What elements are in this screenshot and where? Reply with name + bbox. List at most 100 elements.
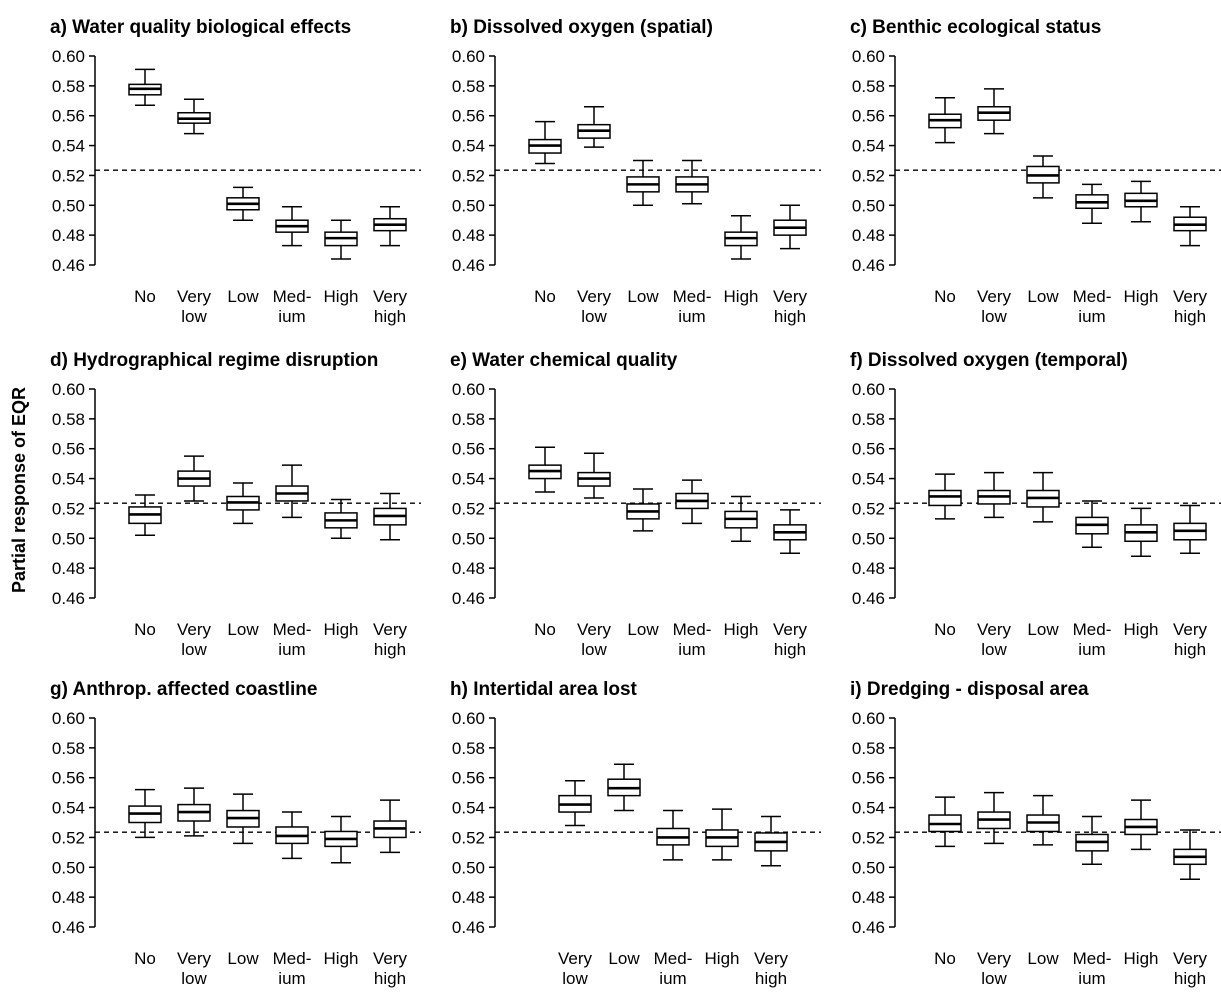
y-tick-label: 0.48 (52, 226, 85, 245)
x-tick-label: Very (577, 287, 612, 306)
x-tick-label: low (981, 640, 1007, 659)
x-tick-label: high (1174, 969, 1206, 988)
box-1 (577, 106, 611, 148)
panel-title: f) Dissolved oxygen (temporal) (850, 350, 1128, 371)
box-2 (1026, 794, 1060, 846)
y-tick-label: 0.56 (52, 769, 85, 788)
x-tick-label: ium (278, 307, 305, 326)
y-tick-label: 0.48 (852, 559, 885, 578)
x-tick-label: high (374, 307, 406, 326)
panel-title: d) Hydrographical regime disruption (50, 350, 378, 371)
panel-title: i) Dredging - disposal area (850, 679, 1089, 700)
box-2 (226, 482, 260, 525)
x-tick-label: High (324, 620, 359, 639)
x-tick-label: Med- (273, 949, 312, 968)
box-2 (626, 488, 660, 532)
box-5 (373, 799, 407, 854)
y-tick-label: 0.46 (852, 256, 885, 275)
box-iqr (928, 489, 962, 507)
box-4 (724, 214, 758, 260)
y-tick-label: 0.58 (52, 410, 85, 429)
y-tick-label: 0.60 (852, 709, 885, 728)
x-tick-label: High (724, 620, 759, 639)
box-2 (226, 186, 260, 221)
box-5 (1173, 504, 1207, 554)
y-tick-label: 0.48 (852, 226, 885, 245)
x-tick-label: High (705, 949, 740, 968)
x-tick-label: ium (678, 307, 705, 326)
box-0 (528, 446, 562, 493)
y-tick-label: 0.54 (852, 137, 885, 156)
x-tick-label: Very (754, 949, 789, 968)
box-4 (324, 219, 358, 260)
x-tick-label: Very (773, 620, 808, 639)
box-1 (177, 98, 211, 135)
y-tick-label: 0.52 (52, 499, 85, 518)
box-0 (128, 494, 162, 537)
box-0 (558, 779, 592, 827)
x-tick-label: ium (1078, 640, 1105, 659)
y-tick-label: 0.54 (452, 470, 485, 489)
box-3 (1075, 815, 1109, 866)
y-tick-label: 0.50 (52, 858, 85, 877)
box-1 (977, 471, 1011, 519)
box-3 (275, 811, 309, 860)
y-tick-label: 0.56 (452, 769, 485, 788)
y-tick-label: 0.50 (452, 196, 485, 215)
box-1 (577, 452, 611, 499)
y-tick-label: 0.52 (452, 499, 485, 518)
x-tick-label: low (562, 969, 588, 988)
y-tick-label: 0.58 (52, 739, 85, 758)
box-1 (177, 787, 211, 837)
y-tick-label: 0.58 (452, 410, 485, 429)
y-tick-label: 0.60 (452, 380, 485, 399)
box-1 (177, 455, 211, 502)
x-tick-label: Low (627, 287, 659, 306)
box-4 (754, 815, 788, 867)
x-tick-label: No (934, 949, 956, 968)
x-tick-label: Very (977, 949, 1012, 968)
x-tick-label: High (1124, 949, 1159, 968)
y-tick-label: 0.50 (852, 858, 885, 877)
y-tick-label: 0.56 (52, 107, 85, 126)
box-0 (128, 788, 162, 839)
y-tick-label: 0.58 (852, 77, 885, 96)
x-tick-label: Very (977, 620, 1012, 639)
y-tick-label: 0.60 (852, 380, 885, 399)
panel-i: i) Dredging - disposal area 0.60 0.58 0.56 0… (850, 679, 1221, 988)
y-tick-label: 0.50 (852, 529, 885, 548)
box-3 (705, 808, 739, 861)
box-3 (675, 159, 709, 205)
y-tick-label: 0.54 (852, 470, 885, 489)
y-tick-label: 0.54 (52, 137, 85, 156)
box-4 (724, 495, 758, 543)
box-0 (128, 68, 162, 107)
y-tick-label: 0.46 (852, 918, 885, 937)
x-tick-label: High (1124, 287, 1159, 306)
panel-title: g) Anthrop. affected coastline (50, 679, 317, 700)
x-tick-label: Very (577, 620, 612, 639)
x-tick-label: Very (977, 287, 1012, 306)
panel-a: a) Water quality biological effects 0.60 0… (50, 17, 421, 326)
x-tick-label: Med- (1073, 949, 1112, 968)
x-tick-label: Low (1027, 287, 1059, 306)
y-tick-label: 0.46 (452, 918, 485, 937)
y-tick-label: 0.54 (452, 137, 485, 156)
y-tick-label: 0.60 (52, 47, 85, 66)
x-tick-label: high (774, 307, 806, 326)
x-tick-label: Med- (1073, 287, 1112, 306)
box-3 (275, 206, 309, 247)
y-tick-label: 0.46 (852, 589, 885, 608)
x-tick-label: Low (627, 620, 659, 639)
x-tick-label: Med- (673, 620, 712, 639)
y-tick-label: 0.58 (52, 77, 85, 96)
box-2 (1026, 471, 1060, 523)
x-tick-label: high (774, 640, 806, 659)
y-tick-label: 0.58 (852, 739, 885, 758)
x-tick-label: Low (1027, 949, 1059, 968)
x-tick-label: No (934, 620, 956, 639)
x-tick-label: No (534, 287, 556, 306)
x-tick-label: ium (278, 969, 305, 988)
y-tick-label: 0.58 (452, 77, 485, 96)
